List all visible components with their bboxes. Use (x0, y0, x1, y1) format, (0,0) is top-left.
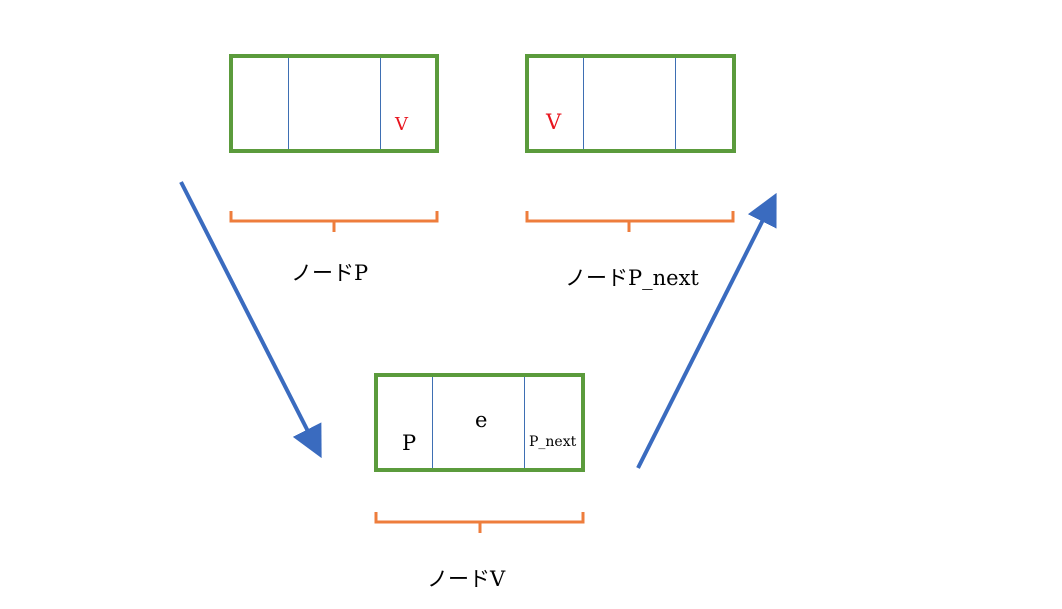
node-p-box: V (229, 54, 439, 153)
node-p-next-divider-2 (675, 58, 676, 149)
node-p-divider-2 (380, 58, 381, 149)
node-p-pointer-value: V (395, 114, 408, 135)
node-v-element: e (475, 408, 488, 432)
node-p-next-prev-value: V (546, 110, 562, 134)
arrow-down-right-icon (179, 181, 322, 459)
node-v-box: P e P_next (374, 373, 585, 472)
brace-node-v-icon (374, 512, 585, 533)
node-p-next-divider-1 (583, 58, 584, 149)
node-v-caption: ノードV (427, 567, 506, 591)
node-p-caption: ノードP (291, 261, 369, 285)
node-v-divider-2 (524, 377, 525, 468)
node-p-divider-1 (288, 58, 289, 149)
node-v-prev-pointer: P (402, 431, 417, 455)
brace-node-p-icon (229, 211, 439, 232)
node-p-next-box: V (525, 54, 736, 153)
node-v-divider-1 (432, 377, 433, 468)
node-v-next-pointer: P_next (529, 434, 577, 450)
brace-node-p-next-icon (525, 211, 735, 232)
node-p-next-caption: ノードP_next (565, 266, 699, 290)
arrow-up-right-icon (636, 192, 777, 469)
